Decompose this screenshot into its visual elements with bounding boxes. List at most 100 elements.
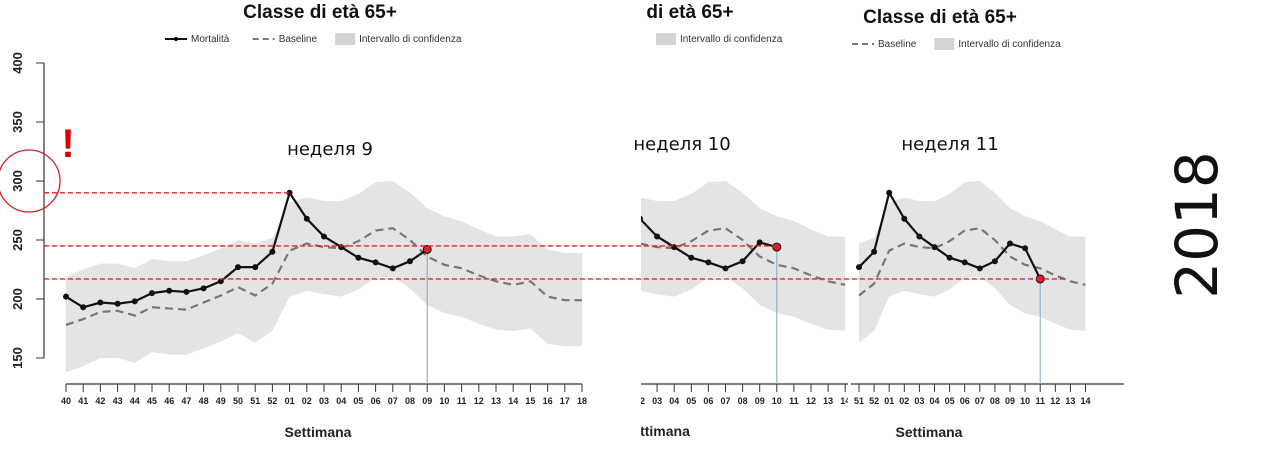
mortality-point	[886, 189, 893, 196]
x-tick-label: 13	[823, 396, 833, 406]
x-tick-label: 11	[1035, 396, 1045, 406]
y-tick-label: 200	[10, 288, 25, 310]
x-tick-label: 03	[652, 396, 662, 406]
mortality-point	[688, 254, 695, 261]
x-tick-label: 50	[233, 396, 243, 406]
mortality-point	[756, 239, 763, 246]
x-tick-label: 03	[319, 396, 329, 406]
week-annotation: неделя 9	[287, 139, 373, 160]
mortality-point	[739, 258, 746, 265]
y-tick-label: 300	[10, 170, 25, 192]
mortality-point	[976, 265, 983, 272]
x-tick-label: 10	[439, 396, 449, 406]
x-tick-label: 05	[686, 396, 696, 406]
mortality-point	[871, 248, 878, 255]
legend-label: Baseline	[878, 39, 917, 50]
chart-panel-3: 51 52 01 02 03 04 05 06 07 08 09 10 11 12 13 14 Classe d…	[851, 7, 1124, 440]
legend-ci-swatch	[656, 33, 676, 45]
x-tick-label: 12	[806, 396, 816, 406]
mortality-point	[856, 264, 862, 271]
chart-title: di età 65+	[646, 2, 733, 23]
mortality-point	[183, 288, 190, 295]
x-tick-label: 02	[899, 396, 909, 406]
highlight-circle	[0, 149, 61, 213]
x-tick-label: 15	[525, 396, 535, 406]
x-tick-label: 02	[302, 396, 312, 406]
x-tick-label: 01	[285, 396, 295, 406]
baseline-line	[858, 227, 1086, 297]
week-annotation: неделя 11	[901, 134, 998, 155]
legend-label: Intervallo di confidenza	[359, 34, 462, 45]
chart-panel-1: 40 41 42 43 44 45 46 47 48 49 50 51 52 01 02 03 04 05 06 07…	[61, 2, 587, 440]
mortality-point	[916, 233, 923, 240]
mortality-point	[1022, 245, 1029, 252]
chart-title: Classe di età 65+	[863, 7, 1017, 28]
x-tick-label: 03	[914, 396, 924, 406]
x-tick-label: 47	[181, 396, 191, 406]
x-tick-label: 51	[854, 396, 864, 406]
x-tick-label: 52	[267, 396, 277, 406]
highlight-point	[772, 242, 782, 252]
x-tick-label: 08	[738, 396, 748, 406]
x-tick-label: 05	[945, 396, 955, 406]
x-tick-label: 45	[147, 396, 157, 406]
x-tick-label: 16	[543, 396, 553, 406]
year-label: 2018	[1163, 151, 1231, 299]
x-tick-label: 06	[703, 396, 713, 406]
mortality-point	[722, 265, 729, 272]
baseline-line	[65, 227, 582, 327]
x-tick-label: 52	[869, 396, 879, 406]
x-tick-label: 10	[1020, 396, 1030, 406]
x-tick-label: 18	[577, 396, 587, 406]
x-tick-label: 40	[61, 396, 71, 406]
chart-title: Classe di età 65+	[243, 2, 397, 23]
confidence-interval-band	[66, 181, 582, 373]
x-tick-label: 01	[884, 396, 894, 406]
x-tick-label: 06	[960, 396, 970, 406]
x-tick-label: 51	[250, 396, 260, 406]
legend-label: Intervallo di confidenza	[958, 39, 1061, 50]
mortality-point	[991, 258, 998, 265]
alert-icon: !	[61, 122, 74, 166]
week-annotation: неделя 10	[633, 134, 730, 155]
x-tick-label: 09	[422, 396, 432, 406]
x-tick-label: 10	[772, 396, 782, 406]
mortality-point	[149, 290, 155, 297]
mortality-point	[114, 300, 121, 307]
mortality-point	[80, 304, 87, 311]
x-tick-label: 08	[405, 396, 415, 406]
confidence-interval-band	[641, 181, 846, 331]
legend-label: Intervallo di confidenza	[680, 34, 783, 45]
x-tick-label: 14	[1080, 396, 1090, 406]
mortality-point	[372, 259, 379, 266]
mortality-point	[97, 299, 104, 306]
mortality-point	[355, 254, 362, 261]
mortality-point	[217, 278, 224, 285]
x-tick-label: 09	[1005, 396, 1015, 406]
legend-mortality-dot	[174, 37, 178, 41]
x-tick-label: 08	[990, 396, 1000, 406]
mortality-point	[946, 254, 953, 261]
x-tick-label: 43	[113, 396, 123, 406]
mortality-point	[166, 287, 173, 294]
mortality-point	[63, 293, 69, 300]
x-tick-label: 14	[840, 396, 850, 406]
x-tick-label: 12	[474, 396, 484, 406]
x-tick-label: 46	[164, 396, 174, 406]
x-tick-label: 14	[508, 396, 518, 406]
x-tick-label: 06	[371, 396, 381, 406]
x-tick-label: 11	[789, 396, 799, 406]
y-tick-label: 400	[10, 52, 25, 74]
x-axis-label: Settimana	[896, 424, 963, 440]
confidence-interval-band	[859, 181, 1086, 343]
x-tick-label: 05	[353, 396, 363, 406]
x-tick-label: 17	[560, 396, 570, 406]
mortality-point	[338, 244, 345, 251]
mortality-point	[200, 285, 207, 292]
x-tick-label: 48	[199, 396, 209, 406]
baseline-line	[641, 227, 846, 286]
mortality-point	[252, 264, 259, 271]
mortality-point	[303, 215, 310, 222]
mortality-point	[931, 244, 938, 251]
x-tick-label: 44	[130, 396, 140, 406]
